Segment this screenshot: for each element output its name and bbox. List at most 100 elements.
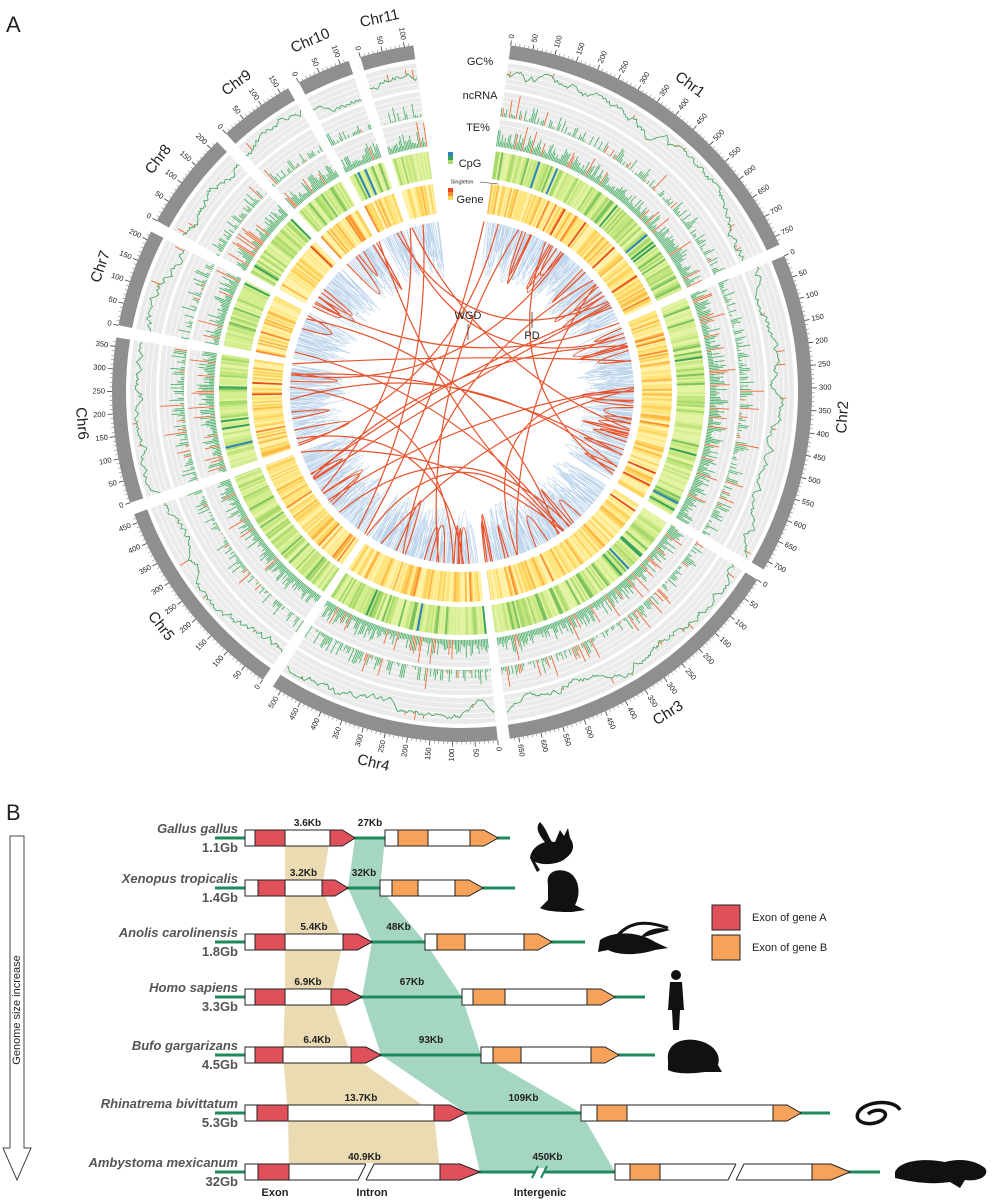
tick-label: 150 [423, 747, 433, 760]
tick-label: 150 [810, 312, 824, 323]
exon-arrow [523, 933, 554, 951]
intergenic-shade [466, 1113, 615, 1172]
chromosome-ideogram [112, 337, 144, 503]
intron-size: 3.2Kb [290, 868, 317, 879]
intron-size: 6.4Kb [303, 1035, 330, 1046]
tick-label: 50 [107, 478, 117, 489]
exon-a [254, 988, 286, 1006]
tick-mark [241, 666, 245, 671]
tick-mark [532, 44, 535, 50]
tick-mark [125, 502, 131, 505]
tick-label: 700 [768, 202, 783, 216]
tick-mark [625, 701, 629, 706]
tick-mark [380, 46, 383, 52]
exon-a [254, 933, 286, 951]
intron-shade [285, 888, 343, 942]
species-name: Ambystoma mexicanum [87, 1155, 238, 1170]
tick-label: 0 [118, 500, 125, 510]
exon-a [254, 829, 286, 847]
tick-label: 0 [761, 579, 769, 589]
tick-label: 500 [711, 128, 726, 143]
tick-label: 150 [718, 635, 733, 650]
tick-mark [764, 213, 770, 217]
exon-arrow [454, 879, 485, 897]
lizard-tail [616, 921, 669, 937]
genome-size: 1.4Gb [202, 890, 238, 905]
tick-label: 500 [266, 695, 280, 710]
tick-mark [207, 635, 212, 640]
break-edge [735, 1163, 745, 1181]
exon-b [596, 1104, 628, 1122]
tick-mark [583, 719, 587, 725]
axolotl-icon [895, 1160, 987, 1188]
track-background [320, 105, 372, 147]
tick-mark [554, 49, 557, 55]
tick-mark [681, 663, 686, 669]
tick-mark [338, 59, 341, 65]
tick-mark [715, 633, 720, 638]
exon-arrow [342, 933, 374, 951]
tick-label: 0 [252, 683, 262, 692]
tick-label: 400 [308, 717, 321, 732]
track-background [298, 625, 493, 695]
tick-label: 700 [772, 561, 787, 575]
track-key [448, 192, 453, 196]
tick-label: 550 [727, 145, 742, 160]
singleton-label: Singleton [451, 179, 474, 185]
exon-arrow [439, 1163, 482, 1181]
track-background [333, 131, 382, 173]
tick-mark [113, 458, 119, 461]
tick-mark [806, 455, 812, 457]
tick-label: 0 [107, 318, 113, 328]
tick-label: 600 [793, 519, 808, 532]
toad-icon [667, 1039, 722, 1074]
chromosome-ideogram [134, 509, 271, 680]
tick-mark [637, 85, 642, 90]
tick-mark [809, 432, 815, 435]
exon-arrow [586, 988, 617, 1006]
track-label: Gene [457, 194, 484, 206]
tick-label: 300 [150, 582, 165, 596]
tick-mark [757, 579, 762, 583]
frog-icon [540, 870, 585, 912]
tick-mark [109, 345, 116, 347]
tick-mark [778, 541, 784, 544]
chromosome-ideogram [360, 45, 416, 71]
intergenic-size: 67Kb [400, 977, 424, 988]
size-arrow-label: Genome size increase [11, 955, 23, 1064]
tick-label: 450 [812, 452, 826, 463]
tick-mark [239, 114, 244, 120]
tick-label: 350 [95, 339, 109, 350]
species-name: Rhinatrema bivittatum [101, 1096, 239, 1111]
panel-label: A [6, 12, 21, 37]
tick-mark [258, 100, 262, 106]
exon-a [257, 1163, 290, 1181]
tick-label: 350 [818, 406, 831, 416]
tick-label: 500 [583, 725, 596, 740]
tick-label: 100 [163, 167, 178, 182]
tick-mark [118, 480, 124, 483]
chromosome-ideogram [118, 231, 164, 328]
chromosome-ideogram [298, 60, 354, 95]
track-key [448, 196, 453, 200]
chromosome-label: Chr11 [358, 6, 400, 31]
tick-label: 50 [231, 669, 243, 681]
break-edge [357, 1163, 367, 1181]
species-name: Homo sapiens [149, 980, 238, 995]
track-key [448, 156, 453, 160]
intron-size: 13.7Kb [345, 1093, 378, 1104]
tick-label: 200 [128, 227, 143, 241]
tick-mark [787, 520, 793, 523]
tick-mark [316, 67, 320, 73]
tick-label: 150 [95, 433, 109, 444]
tick-mark [141, 543, 147, 546]
singleton-pointer [479, 181, 499, 185]
intergenic-size: 109Kb [508, 1093, 538, 1104]
tick-label: 0 [145, 211, 153, 221]
tick-label: 400 [127, 542, 142, 556]
tick-label: 50 [797, 267, 808, 278]
chromosome-ideogram [156, 141, 227, 228]
chromosome-ideogram [507, 572, 758, 739]
tick-mark [675, 110, 680, 116]
genome-size: 1.1Gb [202, 840, 238, 855]
